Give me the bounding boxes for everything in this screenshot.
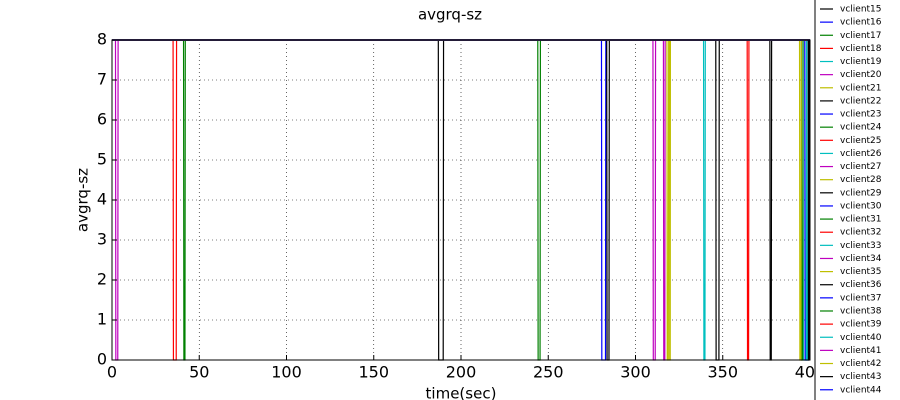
chart-title: avgrq-sz	[418, 6, 482, 24]
legend-label: vclient15	[840, 5, 882, 15]
legend-label: vclient41	[840, 346, 882, 356]
x-tick-label: 350	[707, 363, 738, 382]
legend-label: vclient43	[840, 372, 882, 382]
y-tick-label: 0	[97, 350, 107, 369]
y-tick-label: 2	[97, 270, 107, 289]
legend-label: vclient44	[840, 385, 882, 395]
x-tick-label: 250	[533, 363, 564, 382]
legend-label: vclient25	[840, 136, 882, 146]
legend-label: vclient23	[840, 110, 882, 120]
x-tick-label: 150	[358, 363, 389, 382]
legend-label: vclient35	[840, 267, 882, 277]
legend-label: vclient42	[840, 359, 882, 369]
y-tick-label: 5	[97, 150, 107, 169]
legend-label: vclient19	[840, 57, 882, 67]
legend-label: vclient26	[840, 149, 882, 159]
x-tick-label: 200	[446, 363, 477, 382]
legend-box	[814, 0, 900, 400]
legend-label: vclient29	[840, 188, 882, 198]
legend-label: vclient34	[840, 254, 882, 264]
legend-label: vclient38	[840, 306, 882, 316]
legend-label: vclient37	[840, 293, 882, 303]
x-tick-label: 100	[271, 363, 302, 382]
y-tick-label: 1	[97, 310, 107, 329]
legend-label: vclient30	[840, 201, 882, 211]
legend-label: vclient39	[840, 320, 882, 330]
y-axis-label: avgrq-sz	[74, 168, 92, 232]
legend-label: vclient40	[840, 333, 882, 343]
y-tick-label: 6	[97, 110, 107, 129]
x-axis-label: time(sec)	[426, 385, 497, 400]
y-tick-label: 8	[97, 30, 107, 49]
legend-label: vclient36	[840, 280, 882, 290]
legend-label: vclient18	[840, 44, 882, 54]
legend-label: vclient27	[840, 162, 882, 172]
x-tick-label: 50	[189, 363, 209, 382]
legend-label: vclient32	[840, 228, 882, 238]
x-tick-label: 0	[107, 363, 117, 382]
legend-label: vclient16	[840, 18, 882, 28]
legend-label: vclient28	[840, 175, 882, 185]
legend-label: vclient20	[840, 70, 882, 80]
y-tick-label: 4	[97, 190, 107, 209]
y-tick-label: 7	[97, 70, 107, 89]
legend-label: vclient17	[840, 31, 882, 41]
legend: vclient15 vclient16 vclient17 vclient18 vcli…	[814, 0, 900, 400]
legend-label: vclient22	[840, 96, 882, 106]
x-tick-label: 300	[620, 363, 651, 382]
legend-label: vclient21	[840, 83, 882, 93]
legend-label: vclient31	[840, 215, 882, 225]
legend-label: vclient24	[840, 123, 882, 133]
legend-label: vclient33	[840, 241, 882, 251]
y-tick-label: 3	[97, 230, 107, 249]
